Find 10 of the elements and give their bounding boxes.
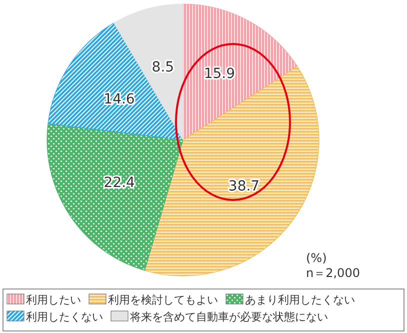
data-label: 15.9 [204, 66, 236, 82]
legend-label: 利用したくない [26, 310, 103, 324]
legend-label: 利用を検討してもよい [108, 294, 218, 306]
legend-label: あまり利用したくない [245, 294, 355, 306]
legend-label: 利用したい [26, 294, 81, 306]
text: (%) [306, 251, 327, 265]
data-label: 8.5 [152, 60, 174, 76]
data-label: 38.7 [228, 178, 260, 195]
text: n＝2,000 [306, 266, 360, 280]
legend-label: 将来を含めて自動車が必要な状態にない [129, 310, 328, 324]
